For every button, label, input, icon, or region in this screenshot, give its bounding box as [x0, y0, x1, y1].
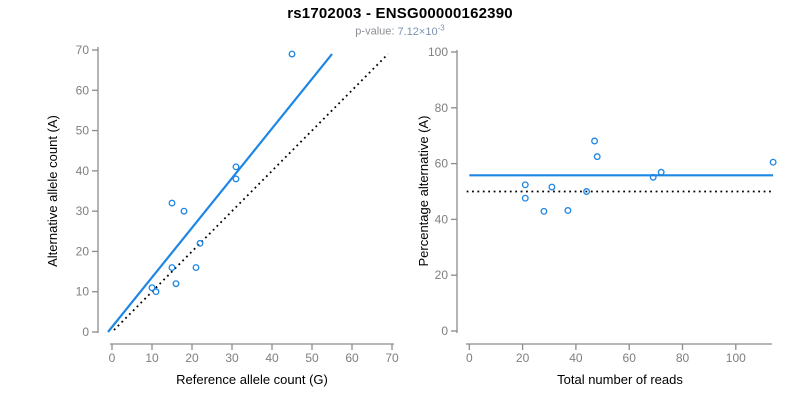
y-tick-label: 0	[82, 325, 89, 339]
x-tick-label: 30	[225, 351, 239, 365]
data-point	[548, 183, 556, 191]
data-point	[591, 137, 599, 145]
x-tick-label: 10	[145, 351, 159, 365]
y-tick-label: 0	[441, 324, 448, 338]
data-point	[192, 264, 200, 271]
data-point	[521, 194, 529, 202]
data-point	[769, 158, 777, 166]
data-point	[521, 181, 529, 189]
x-tick-label: 60	[345, 351, 359, 365]
data-point	[172, 280, 180, 288]
y-tick-label: 40	[435, 212, 449, 226]
x-tick-label: 20	[516, 351, 530, 365]
y-tick-label: 50	[76, 124, 90, 138]
x-tick-label: 40	[265, 351, 279, 365]
x-tick-label: 20	[185, 351, 199, 365]
p-value-exponent: -3	[437, 23, 445, 32]
left-y-axis-title: Alternative allele count (A)	[45, 115, 60, 267]
data-point	[593, 153, 601, 161]
x-tick-label: 0	[109, 351, 116, 365]
x-tick-label: 80	[676, 351, 690, 365]
fit-line	[107, 53, 333, 333]
data-point	[583, 188, 591, 195]
x-tick-label: 60	[623, 351, 637, 365]
x-tick-label: 0	[466, 351, 473, 365]
x-tick-label: 40	[569, 351, 583, 365]
p-value-subtitle: p-value: 7.12×10-3	[0, 23, 800, 38]
data-point	[232, 163, 240, 171]
right-y-axis-title: Percentage alternative (A)	[416, 115, 431, 266]
y-tick-label: 80	[435, 101, 449, 115]
data-point	[564, 207, 572, 214]
y-tick-label: 40	[76, 164, 90, 178]
data-point	[232, 175, 240, 183]
x-tick-label: 50	[305, 351, 319, 365]
p-value-number: 7.12×10-3	[397, 23, 445, 38]
identity-line	[113, 53, 389, 331]
data-point	[657, 168, 665, 176]
right-x-axis-title: Total number of reads	[557, 372, 683, 387]
x-tick-label: 100	[726, 351, 746, 365]
data-point	[168, 264, 176, 271]
data-point	[540, 207, 548, 215]
x-tick-label: 70	[385, 351, 399, 365]
y-tick-label: 100	[428, 45, 448, 59]
y-tick-label: 30	[76, 204, 90, 218]
right-scatter-plot: Total number of reads Percentage alterna…	[416, 45, 777, 387]
p-value-label: p-value:	[355, 25, 395, 38]
y-tick-label: 70	[76, 43, 90, 57]
left-scatter-plot: Reference allele count (G) Alternative a…	[45, 43, 399, 387]
y-tick-label: 60	[435, 157, 449, 171]
y-tick-label: 20	[435, 268, 449, 282]
left-x-axis-title: Reference allele count (G)	[176, 372, 328, 387]
y-tick-label: 20	[76, 244, 90, 258]
y-tick-label: 60	[76, 83, 90, 97]
data-point	[168, 199, 176, 207]
data-point	[288, 50, 296, 58]
data-point	[649, 173, 657, 181]
data-point	[148, 284, 156, 292]
page-title: rs1702003 - ENSG00000162390	[287, 5, 513, 22]
data-point	[180, 207, 188, 215]
data-point	[196, 239, 204, 247]
y-tick-label: 10	[76, 285, 90, 299]
data-point	[152, 288, 160, 296]
